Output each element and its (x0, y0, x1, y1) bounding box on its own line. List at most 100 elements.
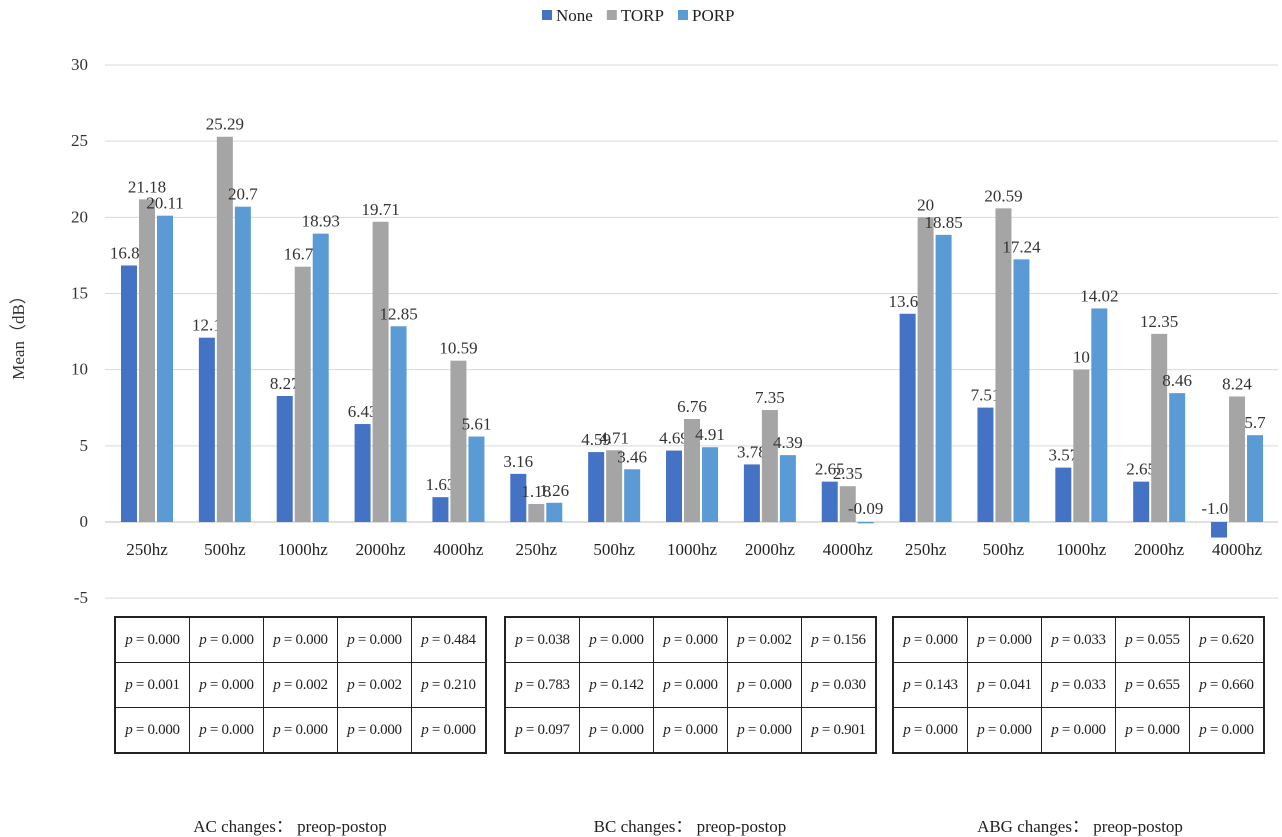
p-value-cell: p = 0.000 (1115, 707, 1190, 754)
p-value-cell: p = 0.001 (114, 662, 190, 708)
bar-porp (312, 233, 329, 522)
bar-porp (1013, 259, 1030, 522)
bar-porp (234, 206, 251, 523)
p-value-cell: p = 0.000 (1041, 707, 1116, 754)
y-tick-label: -5 (74, 588, 88, 607)
p-value-cell: p = 0.033 (1041, 662, 1116, 708)
x-tick-label: 2000hz (745, 540, 796, 559)
p-value-cell: p = 0.000 (967, 616, 1042, 663)
p-value-cell: p = 0.620 (1189, 616, 1265, 663)
p-table-row: p = 0.001 p = 0.000 p = 0.002 p = 0.002 p = … (114, 662, 487, 708)
data-label: 8.24 (1222, 374, 1252, 393)
bar-none (1133, 481, 1150, 522)
p-table-row: p = 0.000 p = 0.000 p = 0.000 p = 0.000 p = … (892, 707, 1265, 754)
p-value-cell: p = 0.000 (189, 662, 264, 708)
p-value-cell: p = 0.000 (1189, 707, 1265, 754)
data-label: 6.76 (677, 397, 707, 416)
data-label: 12.85 (379, 304, 417, 323)
data-label: 20.7 (228, 185, 258, 204)
p-value-cell: p = 0.097 (504, 707, 580, 754)
p-value-cell: p = 0.000 (337, 616, 412, 663)
data-label: 4.69 (659, 429, 689, 448)
p-value-cell: p = 0.660 (1189, 662, 1265, 708)
data-label: 17.24 (1002, 237, 1041, 256)
p-value-cell: p = 0.033 (1041, 616, 1116, 663)
group-caption-bc: BC changes： preop-postop (593, 817, 787, 836)
data-label: 8.46 (1162, 371, 1192, 390)
p-value-cell: p = 0.783 (504, 662, 580, 708)
bar-porp (468, 436, 485, 522)
bar-torp (1151, 333, 1168, 522)
p-table-row: p = 0.000 p = 0.000 p = 0.000 p = 0.000 p = … (114, 616, 487, 663)
y-tick-label: 0 (80, 512, 89, 531)
x-tick-label: 250hz (516, 540, 558, 559)
data-label: 10.59 (439, 339, 477, 358)
x-tick-label: 500hz (204, 540, 246, 559)
data-label: 3.78 (737, 442, 767, 461)
p-table-row: p = 0.038 p = 0.000 p = 0.000 p = 0.002 p = … (504, 616, 877, 663)
bar-none (432, 497, 449, 522)
p-value-cell: p = 0.901 (801, 707, 877, 754)
bar-porp (546, 502, 563, 522)
bar-porp (1247, 435, 1264, 522)
y-tick-label: 10 (71, 360, 88, 379)
y-tick-label: 20 (71, 207, 88, 226)
bar-none (276, 396, 293, 522)
p-value-cell: p = 0.000 (579, 616, 654, 663)
p-value-cell: p = 0.000 (653, 707, 728, 754)
bar-torp (606, 450, 623, 522)
x-tick-label: 500hz (593, 540, 635, 559)
bar-porp (624, 469, 641, 522)
data-label: 19.71 (361, 200, 399, 219)
p-value-cell: p = 0.000 (189, 707, 264, 754)
p-value-cell: p = 0.030 (801, 662, 877, 708)
p-value-cell: p = 0.038 (504, 616, 580, 663)
x-tick-label: 2000hz (1134, 540, 1185, 559)
y-tick-label: 25 (71, 131, 88, 150)
bar-none (743, 464, 760, 522)
p-table-ac: p = 0.000 p = 0.000 p = 0.000 p = 0.000 p = … (114, 616, 487, 754)
data-label: 20.11 (146, 194, 184, 213)
bar-none (198, 337, 215, 522)
p-table-abg: p = 0.000 p = 0.000 p = 0.033 p = 0.055 p = … (892, 616, 1265, 754)
data-label: 7.51 (971, 386, 1001, 405)
p-value-cell: p = 0.143 (892, 662, 968, 708)
bar-torp (1229, 396, 1246, 522)
bar-torp (761, 410, 778, 522)
p-table-row: p = 0.783 p = 0.142 p = 0.000 p = 0.000 p = … (504, 662, 877, 708)
p-value-cell: p = 0.002 (727, 616, 802, 663)
p-value-cell: p = 0.000 (263, 707, 338, 754)
x-tick-label: 4000hz (1212, 540, 1263, 559)
p-value-cell: p = 0.210 (411, 662, 487, 708)
bar-torp (450, 360, 467, 522)
data-label: 2.35 (833, 464, 863, 483)
data-label: 4.91 (695, 425, 725, 444)
bar-torp (372, 221, 389, 522)
p-value-cell: p = 0.000 (727, 662, 802, 708)
p-value-cell: p = 0.000 (579, 707, 654, 754)
p-table-row: p = 0.000 p = 0.000 p = 0.000 p = 0.000 p = … (114, 707, 487, 754)
bar-torp (917, 217, 934, 523)
p-value-cell: p = 0.000 (114, 616, 190, 663)
data-label: 1.26 (539, 481, 569, 500)
data-label: 20.59 (984, 186, 1022, 205)
bar-torp (528, 504, 545, 522)
data-label: 10 (1073, 348, 1090, 367)
data-label: 2.65 (1126, 460, 1156, 479)
bar-torp (139, 199, 155, 522)
p-value-cell: p = 0.041 (967, 662, 1042, 708)
data-label: 1.18 (521, 482, 551, 501)
data-label: 3.57 (1048, 446, 1078, 465)
x-tick-label: 250hz (905, 540, 947, 559)
bar-none (1211, 522, 1228, 538)
data-label: 3.46 (617, 447, 647, 466)
data-label: 16.76 (284, 245, 322, 264)
legend-swatch-porp (677, 10, 688, 20)
bar-torp (839, 486, 856, 522)
legend-label-porp: PORP (692, 6, 735, 25)
data-label: 21.18 (128, 177, 166, 196)
p-table-row: p = 0.000 p = 0.000 p = 0.033 p = 0.055 p = … (892, 616, 1265, 663)
bar-torp (1073, 369, 1090, 522)
data-label: -1.02 (1201, 499, 1236, 518)
p-value-cell: p = 0.000 (653, 616, 728, 663)
